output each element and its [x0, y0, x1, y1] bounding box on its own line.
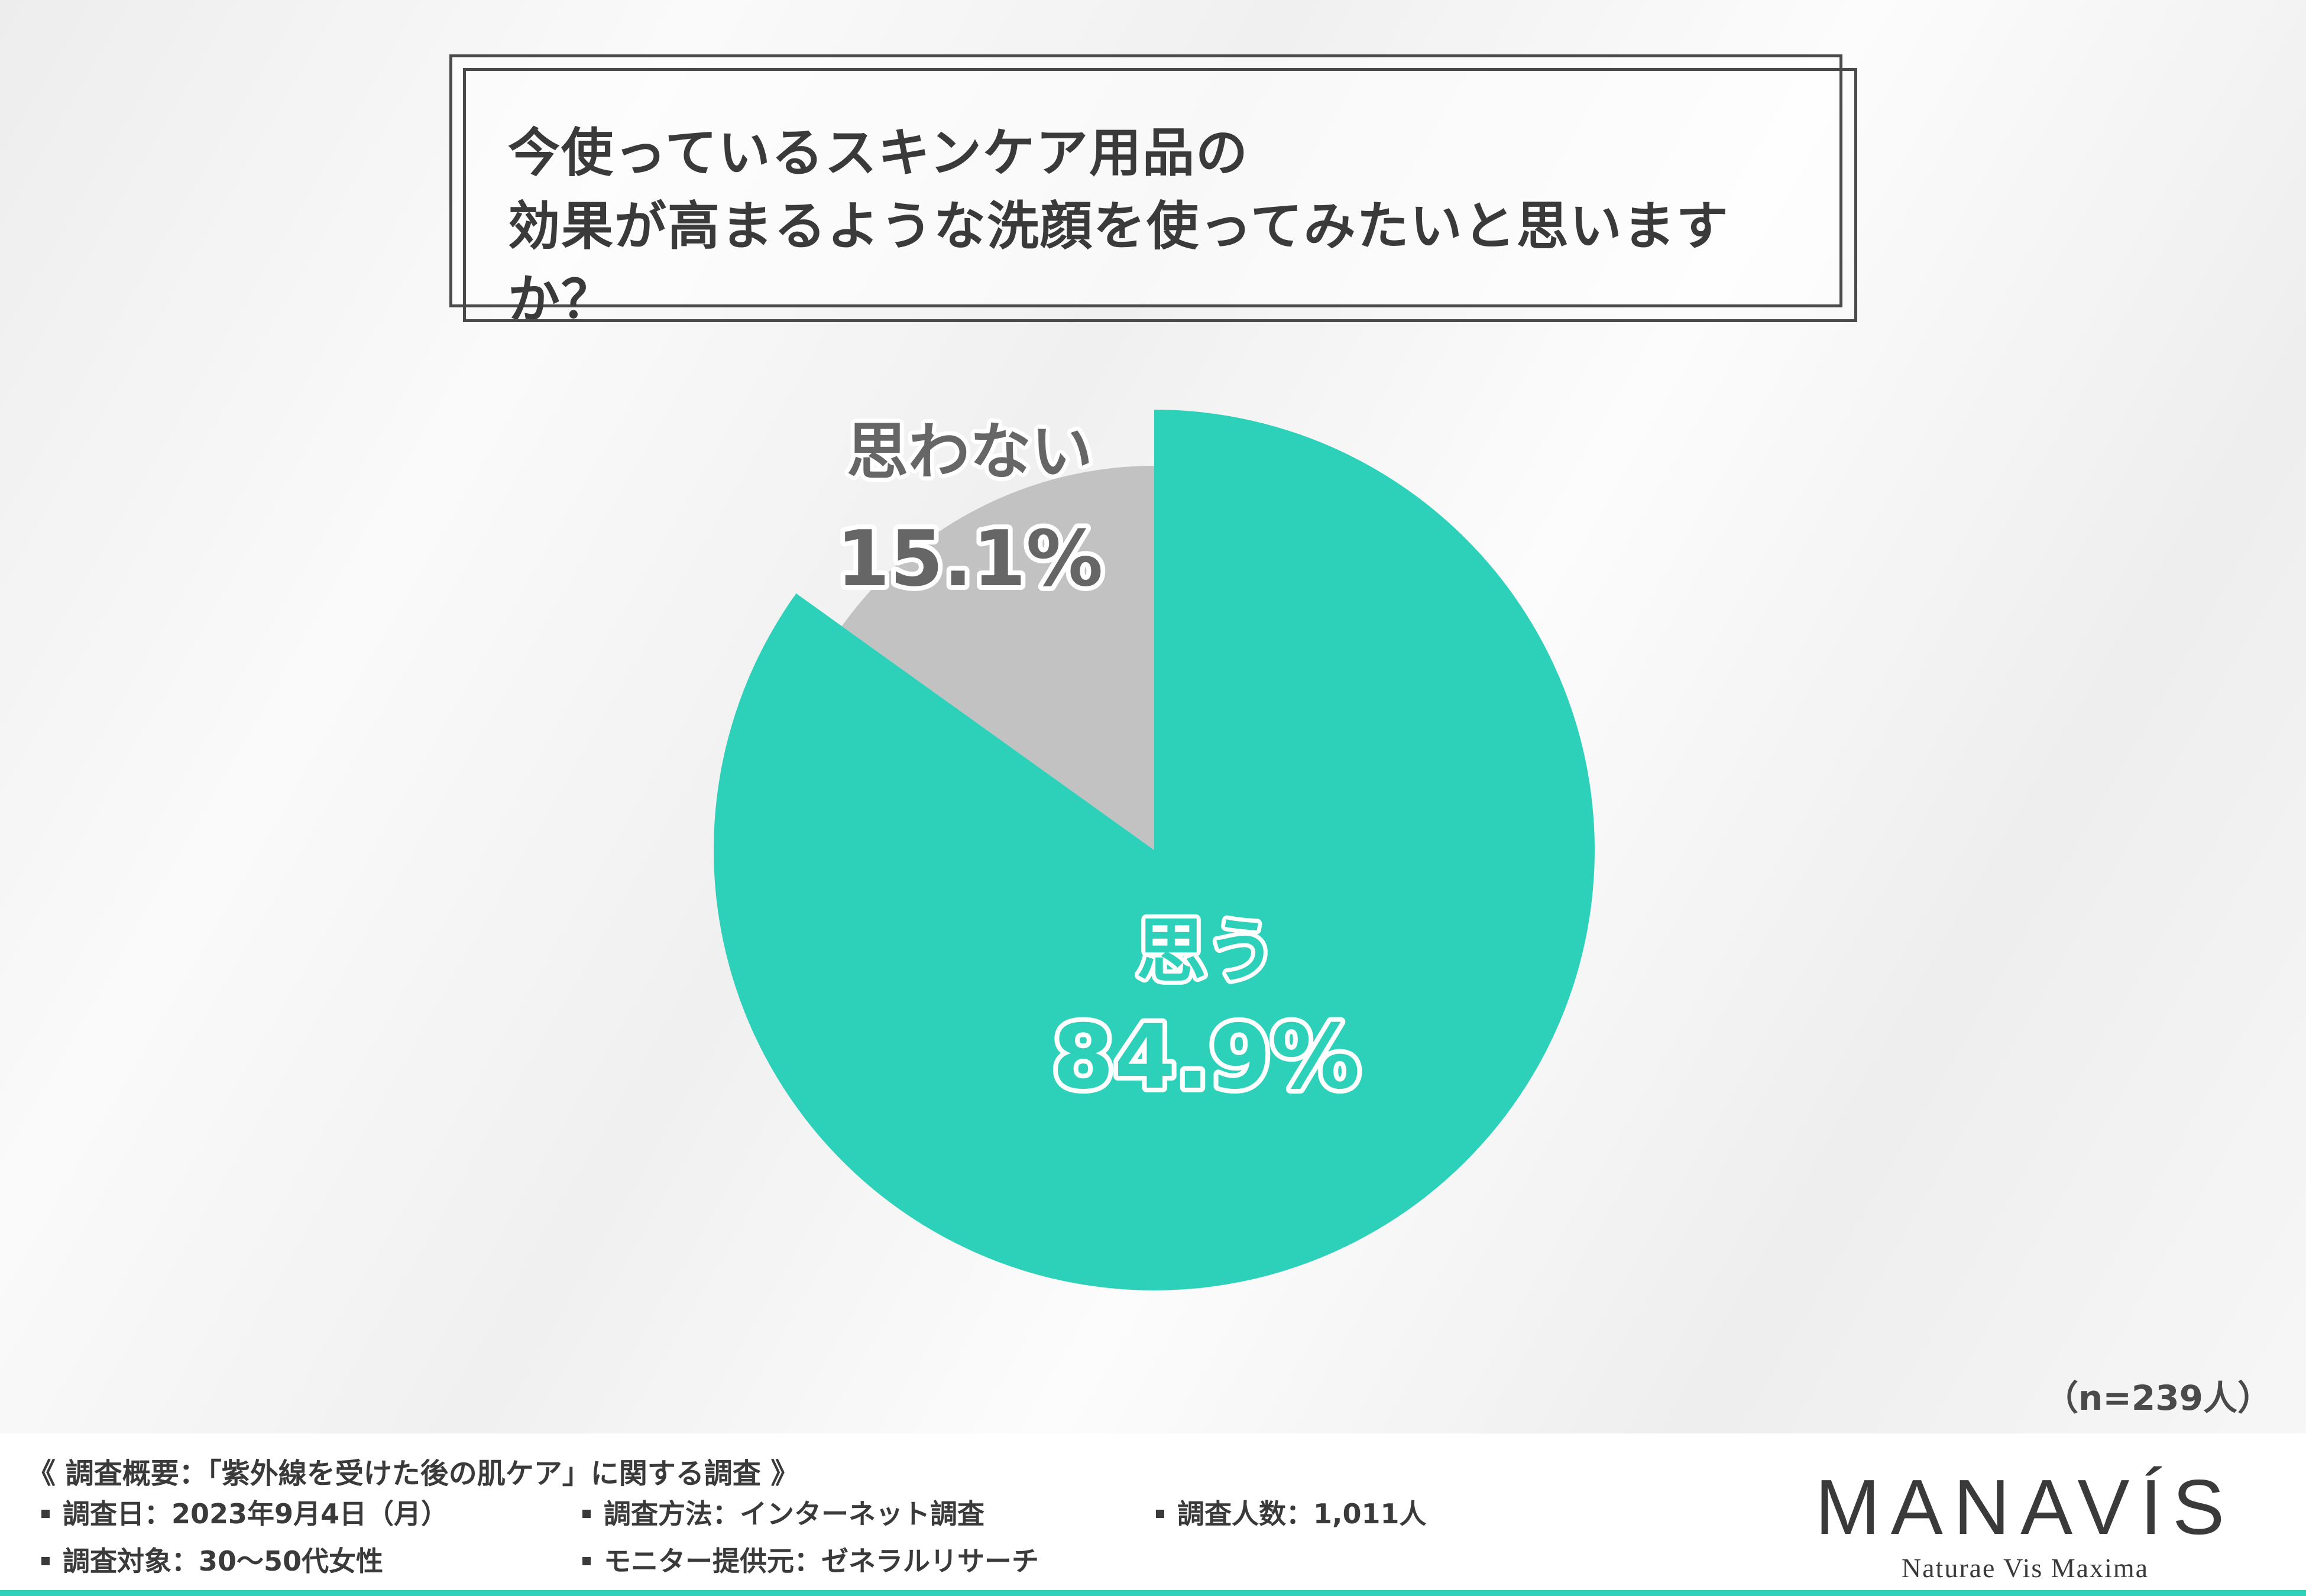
bullet-icon	[1156, 1509, 1164, 1518]
sample-size-note: （n=239人）	[2044, 1378, 2272, 1418]
bullet-icon	[41, 1509, 50, 1518]
bullet-icon	[41, 1556, 50, 1565]
survey-method-text: 調査方法：インターネット調査	[604, 1498, 984, 1530]
bullet-icon	[582, 1556, 591, 1565]
survey-date: 調査日：2023年9月4日（月）	[41, 1493, 448, 1532]
question-title-line-1: 今使っているスキンケア用品の	[508, 122, 1249, 183]
slice-omowanai	[841, 466, 1154, 850]
brand-name: MANAVÍS	[1815, 1464, 2236, 1550]
label-omowanai-category: 思わない	[847, 416, 1093, 488]
label-omowanai-value: 15.1%	[836, 514, 1103, 604]
question-title-line-2: 効果が高まるような洗顔を使ってみたいと思いますか？	[508, 196, 1730, 330]
slice-omou	[714, 410, 1595, 1290]
survey-overview-title: 《 調査概要：「紫外線を受けた後の肌ケア」に関する調査 》	[27, 1457, 799, 1490]
survey-count-text: 調査人数：1,011人	[1177, 1498, 1427, 1530]
brand-tagline: Naturae Vis Maxima	[1901, 1553, 2149, 1583]
survey-provider: モニター提供元：ゼネラルリサーチ	[582, 1540, 1039, 1579]
survey-target: 調査対象：30〜50代女性	[41, 1540, 383, 1579]
question-title: 今使っているスキンケア用品の 効果が高まるような洗顔を使ってみたいと思いますか？	[508, 116, 1809, 336]
survey-date-text: 調査日：2023年9月4日（月）	[63, 1498, 449, 1530]
survey-target-text: 調査対象：30〜50代女性	[63, 1545, 384, 1577]
survey-provider-text: モニター提供元：ゼネラルリサーチ	[604, 1545, 1039, 1577]
survey-method: 調査方法：インターネット調査	[582, 1493, 984, 1532]
label-omou-value: 84.9%	[1052, 1006, 1360, 1109]
bullet-icon	[582, 1509, 591, 1518]
label-omou-category: 思う	[1136, 910, 1276, 992]
survey-count: 調査人数：1,011人	[1156, 1493, 1427, 1532]
survey-footer: 《 調査概要：「紫外線を受けた後の肌ケア」に関する調査 》 調査日：2023年9…	[0, 1433, 2306, 1596]
question-title-box: 今使っているスキンケア用品の 効果が高まるような洗顔を使ってみたいと思いますか？	[449, 54, 1857, 330]
brand-logo: MANAVÍS Naturae Vis Maxima	[1777, 1466, 2273, 1584]
